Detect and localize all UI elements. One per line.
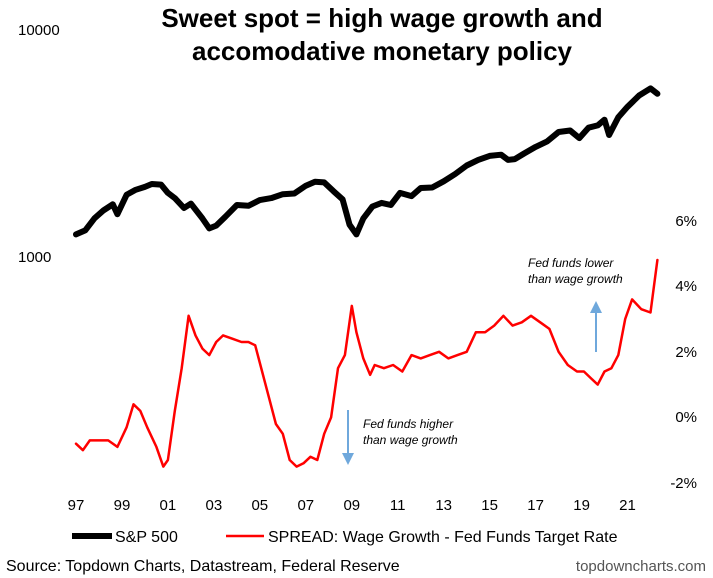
annotation-lower-line-1: Fed funds lower	[528, 256, 614, 270]
legend-label-sp500: S&P 500	[115, 529, 178, 546]
source-note: Source: Topdown Charts, Datastream, Fede…	[6, 558, 400, 575]
right-axis-tick-2pct: 2%	[675, 344, 697, 361]
left-axis-tick-10000: 10000	[18, 22, 60, 39]
x-axis-ticks: 97 99 01 03 05 07 09 11 13 15 17 19 21	[68, 497, 636, 514]
x-tick-17: 17	[527, 497, 544, 514]
left-axis-tick-1000: 1000	[18, 249, 51, 266]
arrow-down-icon	[342, 410, 354, 465]
right-axis-tick-6pct: 6%	[675, 213, 697, 230]
x-tick-15: 15	[481, 497, 498, 514]
right-axis-tick-neg2pct: -2%	[670, 475, 697, 492]
x-tick-97: 97	[68, 497, 85, 514]
right-axis-tick-0pct: 0%	[675, 409, 697, 426]
x-tick-01: 01	[160, 497, 177, 514]
right-axis-tick-4pct: 4%	[675, 278, 697, 295]
legend-label-spread: SPREAD: Wage Growth - Fed Funds Target R…	[268, 529, 618, 546]
x-tick-99: 99	[114, 497, 131, 514]
series-line-sp500	[73, 85, 661, 238]
arrow-up-icon	[590, 301, 602, 352]
x-tick-09: 09	[343, 497, 360, 514]
annotation-lower-line-2: than wage growth	[528, 272, 623, 286]
x-tick-21: 21	[619, 497, 636, 514]
series-line-spread	[74, 258, 659, 468]
x-tick-03: 03	[206, 497, 223, 514]
brand-watermark: topdowncharts.com	[576, 558, 706, 575]
x-tick-07: 07	[297, 497, 314, 514]
x-tick-11: 11	[390, 497, 406, 514]
annotation-higher-line-2: than wage growth	[363, 433, 458, 447]
x-tick-13: 13	[435, 497, 452, 514]
x-tick-05: 05	[251, 497, 268, 514]
chart-title-line-1: Sweet spot = high wage growth and	[161, 3, 602, 33]
chart-title-line-2: accomodative monetary policy	[192, 36, 573, 66]
annotation-higher-line-1: Fed funds higher	[363, 417, 454, 431]
x-tick-19: 19	[573, 497, 590, 514]
legend: S&P 500 SPREAD: Wage Growth - Fed Funds …	[72, 529, 618, 546]
